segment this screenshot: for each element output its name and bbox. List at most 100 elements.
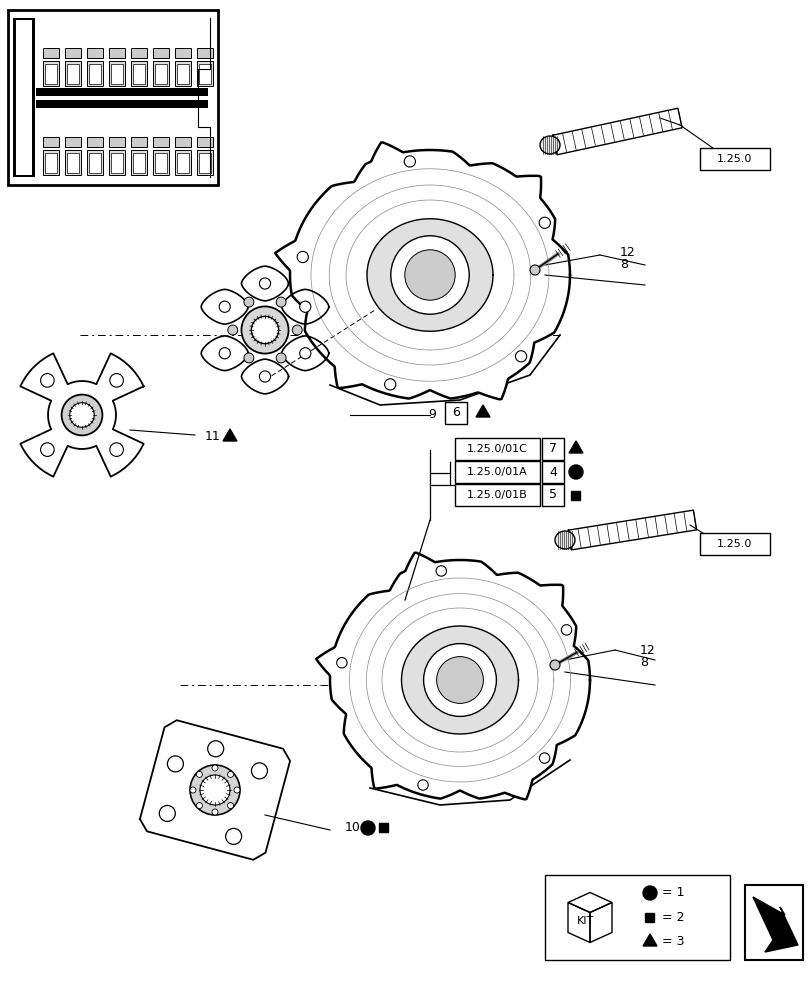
Bar [65, 150, 81, 175]
Polygon shape [475, 405, 489, 417]
Text: 12: 12 [620, 245, 635, 258]
Circle shape [212, 809, 217, 815]
Circle shape [227, 771, 234, 777]
Text: = 1: = 1 [661, 886, 684, 900]
Bar [177, 64, 189, 84]
Circle shape [292, 325, 302, 335]
Polygon shape [275, 142, 569, 399]
Circle shape [243, 353, 254, 363]
Circle shape [384, 379, 395, 390]
Circle shape [297, 251, 308, 263]
Bar [131, 48, 147, 58]
Circle shape [167, 756, 183, 772]
Bar [87, 48, 103, 58]
Circle shape [404, 156, 415, 167]
Bar [109, 150, 125, 175]
Text: 8: 8 [620, 257, 627, 270]
Bar [152, 137, 169, 147]
Text: 8: 8 [639, 656, 647, 668]
Bar [131, 61, 147, 86]
Bar [152, 48, 169, 58]
Circle shape [390, 236, 469, 314]
Circle shape [41, 443, 54, 456]
Bar [199, 64, 211, 84]
Circle shape [436, 657, 483, 703]
Circle shape [241, 306, 288, 354]
Bar [65, 137, 81, 147]
Bar [454, 461, 539, 483]
Text: 9: 9 [427, 408, 436, 422]
Bar [133, 64, 145, 84]
Circle shape [642, 886, 656, 900]
Circle shape [62, 395, 102, 435]
Text: = 2: = 2 [661, 911, 684, 924]
Bar [131, 137, 147, 147]
Text: 1.25.0/01A: 1.25.0/01A [466, 467, 527, 477]
Bar [87, 150, 103, 175]
Text: 1.25.0: 1.25.0 [716, 154, 752, 164]
Circle shape [530, 265, 539, 275]
Polygon shape [568, 510, 696, 550]
Circle shape [190, 765, 240, 815]
Bar [36, 88, 208, 96]
Circle shape [159, 805, 175, 821]
Bar [87, 137, 103, 147]
Circle shape [109, 374, 123, 387]
Bar [175, 137, 191, 147]
Circle shape [569, 465, 582, 479]
Circle shape [225, 828, 242, 844]
Bar [45, 153, 57, 173]
Ellipse shape [554, 531, 574, 549]
Bar [197, 137, 212, 147]
Circle shape [251, 763, 267, 779]
Circle shape [337, 658, 346, 668]
Circle shape [41, 374, 54, 387]
Circle shape [560, 625, 571, 635]
Circle shape [196, 803, 202, 809]
Circle shape [196, 771, 202, 777]
Text: 1.25.0/01C: 1.25.0/01C [466, 444, 527, 454]
Polygon shape [241, 266, 288, 301]
Circle shape [361, 821, 375, 835]
Circle shape [539, 217, 550, 228]
Bar [133, 153, 145, 173]
Bar [109, 48, 125, 58]
Circle shape [228, 325, 238, 335]
Text: = 3: = 3 [661, 935, 684, 948]
Text: 10: 10 [345, 821, 360, 834]
Bar [89, 153, 101, 173]
Circle shape [515, 351, 526, 362]
Circle shape [276, 297, 285, 307]
Polygon shape [401, 626, 518, 734]
Bar [36, 100, 208, 108]
Circle shape [190, 787, 195, 793]
Text: KIT: KIT [577, 916, 594, 926]
Polygon shape [281, 336, 328, 371]
Polygon shape [139, 720, 290, 860]
Bar [67, 153, 79, 173]
Bar [13, 18, 35, 177]
Bar [111, 153, 122, 173]
Circle shape [219, 301, 230, 312]
Circle shape [259, 371, 270, 382]
Circle shape [299, 301, 311, 312]
Circle shape [276, 353, 285, 363]
Bar [109, 137, 125, 147]
Circle shape [418, 780, 427, 790]
Text: 4: 4 [548, 466, 556, 479]
Circle shape [227, 803, 234, 809]
Bar [65, 48, 81, 58]
Polygon shape [367, 219, 492, 331]
Circle shape [549, 660, 560, 670]
Ellipse shape [539, 136, 560, 154]
Bar [744, 885, 802, 960]
Bar [152, 61, 169, 86]
Bar [175, 150, 191, 175]
Bar [197, 61, 212, 86]
Bar [155, 153, 167, 173]
Bar [541, 461, 564, 483]
Bar [16, 20, 32, 175]
Bar [571, 490, 580, 499]
Circle shape [436, 566, 446, 576]
Circle shape [251, 316, 278, 344]
